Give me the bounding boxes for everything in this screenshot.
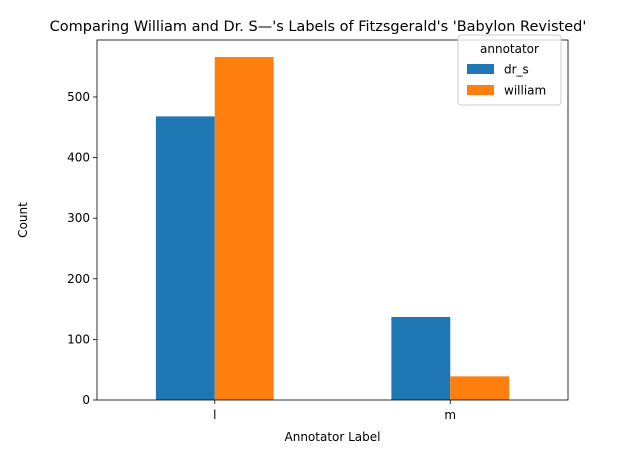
y-tick-label: 0 xyxy=(82,393,90,407)
bar-william-l xyxy=(214,56,274,400)
plot-frame xyxy=(96,39,569,401)
legend-swatch-dr_s xyxy=(467,64,494,74)
y-tick-label: 500 xyxy=(67,90,90,104)
y-tick-label: 300 xyxy=(67,211,90,225)
y-tick-label: 400 xyxy=(67,151,90,165)
legend-label-william: william xyxy=(504,84,546,98)
bar-dr_s-m xyxy=(391,316,451,400)
bar-dr_s-l xyxy=(155,116,215,400)
legend-label-dr_s: dr_s xyxy=(504,63,529,77)
chart-title: Comparing William and Dr. S—'s Labels of… xyxy=(50,19,587,35)
y-axis-label: Count xyxy=(16,202,30,238)
y-tick-label: 200 xyxy=(67,272,90,286)
x-tick-label: l xyxy=(213,408,216,422)
y-tick-label: 100 xyxy=(67,332,90,346)
x-axis-label: Annotator Label xyxy=(285,430,381,444)
legend-title: annotator xyxy=(480,42,539,56)
bar-william-m xyxy=(450,376,510,400)
x-tick-label: m xyxy=(444,408,456,422)
bars-group xyxy=(155,56,510,400)
y-axis: 0 100 200 300 400 500 xyxy=(67,90,97,407)
legend-swatch-william xyxy=(467,85,494,95)
